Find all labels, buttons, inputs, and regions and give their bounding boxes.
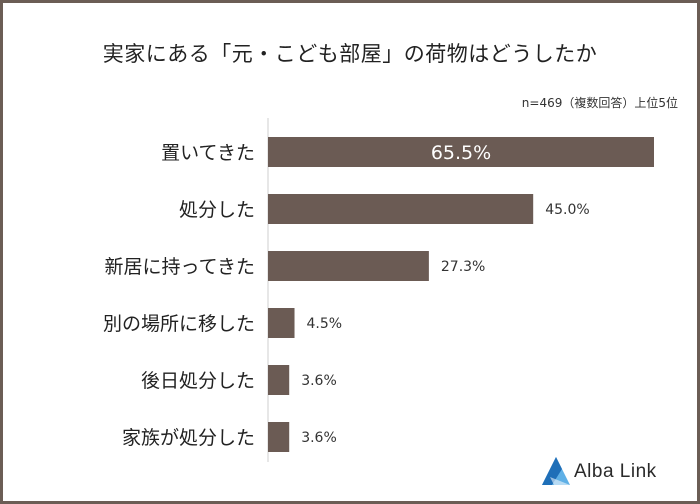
category-label: 家族が処分した: [122, 427, 255, 449]
value-label: 65.5%: [431, 142, 491, 164]
category-label: 別の場所に移した: [103, 313, 255, 335]
value-label: 3.6%: [301, 373, 337, 389]
bar: [268, 365, 290, 395]
bar: [268, 422, 290, 452]
category-label: 後日処分した: [141, 370, 255, 392]
value-label: 3.6%: [301, 430, 337, 446]
category-label: 処分した: [179, 199, 255, 221]
chart-title: 実家にある「元・こども部屋」の荷物はどうしたか: [102, 42, 598, 66]
value-label: 4.5%: [307, 316, 343, 332]
bar: [268, 308, 295, 338]
bar: [268, 251, 429, 281]
bar: [268, 194, 534, 224]
category-label: 置いてきた: [161, 142, 255, 164]
bar: [268, 137, 654, 167]
alba-link-logo-text: Alba Link: [574, 461, 657, 482]
sample-note: n=469（複数回答）上位5位: [521, 96, 678, 110]
value-label: 27.3%: [441, 259, 485, 275]
alba-link-logo-icon: [542, 457, 570, 485]
value-label: 45.0%: [545, 202, 589, 218]
category-label: 新居に持ってきた: [105, 256, 255, 278]
alba-link-logo: Alba Link: [540, 455, 690, 489]
